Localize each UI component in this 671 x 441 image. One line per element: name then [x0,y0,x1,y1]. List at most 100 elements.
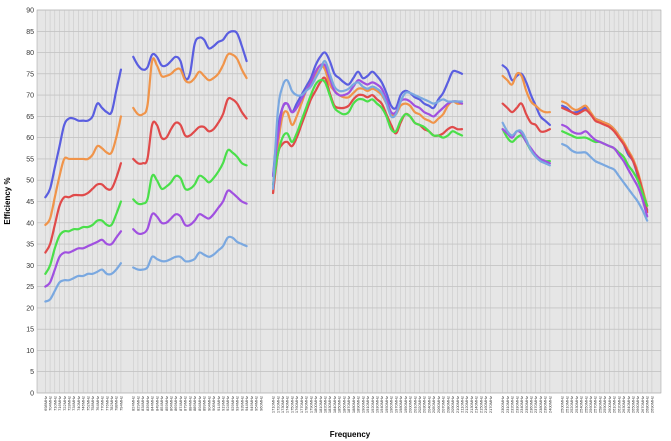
x-tick-label: 1910MHz [365,396,370,413]
x-tick-label: 1970MHz [393,396,398,413]
series-line-group4-series1 [501,64,551,126]
y-tick-label: 55 [26,156,34,163]
x-tick-label: 2390MHz [543,396,548,413]
x-tick-label: 879MHz [183,396,188,411]
series-line-group1-series6 [44,262,123,303]
series-lines [44,30,649,303]
x-tick-label: 824MHz [131,396,136,411]
y-tick-label: 60 [26,135,34,142]
x-tick-label: 1980MHz [398,396,403,413]
series-line-group1-series3 [44,162,123,254]
x-tick-label: 914MHz [216,396,221,411]
x-tick-label: 734MHz [71,396,76,411]
x-tick-label: 2100MHz [455,396,460,413]
x-tick-label: 2120MHz [464,396,469,413]
x-tick-label: 1900MHz [360,396,365,413]
x-tick-label: 764MHz [95,396,100,411]
x-tick-label: 2560MHz [588,396,593,413]
x-tick-label: 2040MHz [426,396,431,413]
x-tick-label: 2380MHz [538,396,543,413]
x-tick-label: 2540MHz [579,396,584,413]
y-tick-label: 5 [30,369,34,376]
x-tick-label: 854MHz [159,396,164,411]
y-tick-label: 30 [26,263,34,270]
x-tick-label: 884MHz [187,396,192,411]
x-tick-label: 752MHz [85,396,90,411]
series-line-group1-series4 [44,200,123,275]
x-tick-label: 2170MHz [488,396,493,413]
x-tick-label: 2620MHz [616,396,621,413]
series-line-group2-series1 [132,30,248,81]
x-tick-label: 1890MHz [356,396,361,413]
x-tick-label: 2110MHz [460,396,465,413]
x-tick-label: 1800MHz [313,396,318,413]
series-line-group5-series5 [561,123,649,218]
x-tick-label: 1870MHz [346,396,351,413]
y-tick-label: 45 [26,199,34,206]
y-tick-label: 40 [26,220,34,227]
x-tick-label: 909MHz [211,396,216,411]
y-tick-label: 65 [26,114,34,121]
x-tick-label: 949MHz [249,396,254,411]
x-tick-label: 2030MHz [422,396,427,413]
x-tick-label: 874MHz [178,396,183,411]
x-tick-label: 1920MHz [370,396,375,413]
series-line-group3-series4 [271,78,464,186]
x-tick-label: 2090MHz [450,396,455,413]
x-tick-label: 924MHz [225,396,230,411]
x-tick-label: 2640MHz [626,396,631,413]
x-tick-label: 2130MHz [469,396,474,413]
x-tick-label: 2660MHz [635,396,640,413]
y-tick-label: 75 [26,71,34,78]
x-tick-label: 2690MHz [649,396,654,413]
x-tick-label: 1930MHz [374,396,379,413]
x-tick-label: 2670MHz [640,396,645,413]
y-tick-label: 85 [26,29,34,36]
x-tick-label: 1810MHz [318,396,323,413]
x-tick-label: 776MHz [104,396,109,411]
x-tick-label: 844MHz [150,396,155,411]
x-tick-label: 2650MHz [631,396,636,413]
x-tick-label: 740MHz [76,396,81,411]
x-tick-label: 2680MHz [645,396,650,413]
x-tick-label: 2350MHz [524,396,529,413]
x-tick-label: 1950MHz [384,396,389,413]
series-line-group2-series3 [132,96,248,165]
x-tick-label: 2510MHz [564,396,569,413]
x-tick-label: 2050MHz [431,396,436,413]
series-line-group3-series6 [271,59,464,190]
x-tick-label: 2020MHz [417,396,422,413]
x-tick-label: 1840MHz [332,396,337,413]
x-tick-label: 839MHz [145,396,150,411]
y-axis-ticks: 0 5 10 15 20 25 30 35 40 45 50 55 60 65 70 75 80 85 90 [26,8,34,398]
x-tick-label: 2330MHz [514,396,519,413]
x-tick-label: 899MHz [202,396,207,411]
x-tick-label: 710MHz [52,396,57,411]
x-tick-label: 2500MHz [560,396,565,413]
x-tick-label: 864MHz [169,396,174,411]
series-line-group1-series1 [44,68,123,199]
x-tick-label: 2530MHz [574,396,579,413]
x-tick-label: 1760MHz [294,396,299,413]
x-tick-label: 2590MHz [602,396,607,413]
series-line-group1-series5 [44,230,123,288]
x-tick-label: 944MHz [244,396,249,411]
x-tick-label: 2000MHz [408,396,413,413]
x-tick-label: 2580MHz [597,396,602,413]
x-tick-label: 1750MHz [289,396,294,413]
x-tick-label: 859MHz [164,396,169,411]
series-line-group2-series5 [132,189,248,236]
x-tick-label: 829MHz [135,396,140,411]
series-line-group5-series6 [561,142,649,222]
x-tick-label: 889MHz [192,396,197,411]
y-tick-label: 35 [26,242,34,249]
x-tick-label: 1860MHz [341,396,346,413]
x-tick-label: 2370MHz [533,396,538,413]
x-tick-label: 2400MHz [547,396,552,413]
y-tick-label: 25 [26,284,34,291]
x-tick-label: 894MHz [197,396,202,411]
x-tick-label: 2520MHz [569,396,574,413]
x-tick-label: 2160MHz [483,396,488,413]
